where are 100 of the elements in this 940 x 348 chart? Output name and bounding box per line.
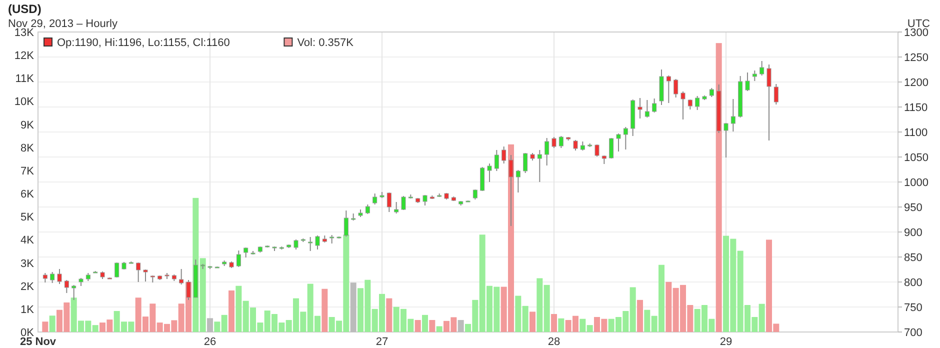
bar: [386, 298, 392, 332]
x-tick-label: 25 Nov: [20, 336, 57, 348]
y-tick-label: 12K: [14, 50, 35, 62]
y-tick-label: 4K: [20, 234, 35, 247]
y2-tick-label: 700: [904, 327, 922, 339]
candlestick: [724, 122, 728, 158]
candlestick: [236, 250, 241, 268]
candlestick: [695, 96, 700, 110]
candlestick: [472, 189, 478, 200]
candlestick: [552, 136, 556, 148]
bar: [350, 282, 356, 332]
candlestick: [386, 192, 392, 212]
bar: [458, 320, 464, 332]
legend-label: Vol: 0.357K: [297, 37, 354, 49]
candlestick: [294, 239, 298, 250]
candlestick: [609, 138, 614, 159]
bar: [558, 318, 564, 332]
candlestick: [680, 91, 686, 120]
candlestick: [766, 64, 772, 141]
candlestick: [42, 272, 48, 283]
candlestick: [143, 269, 148, 282]
candlestick: [537, 150, 542, 182]
candlestick: [394, 202, 399, 214]
x-tick-label: 26: [204, 336, 216, 348]
candlestick: [372, 193, 378, 205]
candlestick: [730, 98, 736, 132]
candlestick: [674, 78, 678, 98]
bar: [42, 322, 48, 332]
y2-tick-label: 1150: [904, 102, 928, 114]
y2-tick-label: 900: [904, 227, 922, 239]
candlestick: [244, 247, 248, 258]
candlestick: [365, 204, 370, 214]
bar: [429, 320, 436, 332]
x-tick-label: 29: [720, 336, 732, 348]
candlestick: [114, 262, 120, 278]
y2-tick-label: 750: [904, 302, 922, 314]
candlestick: [480, 166, 485, 192]
candlestick: [487, 163, 492, 182]
y-tick-label: 9K: [20, 119, 35, 132]
candlestick: [745, 72, 750, 92]
candlestick: [558, 136, 564, 148]
bar: [322, 288, 328, 332]
y-tick-label: 1K: [20, 304, 35, 316]
candlestick: [666, 75, 671, 104]
candlestick: [50, 272, 55, 284]
candlestick: [315, 235, 320, 250]
candlestick: [760, 60, 764, 76]
bar: [551, 314, 557, 332]
bar: [207, 318, 213, 332]
candlestick: [136, 262, 141, 282]
y2-tick-label: 1250: [904, 52, 928, 64]
y-tick-label: 10K: [14, 96, 35, 108]
y2-tick-label: 950: [904, 202, 922, 214]
bar: [716, 43, 722, 332]
candlestick: [516, 170, 520, 193]
y-tick-label: 5K: [20, 212, 35, 224]
candlestick: [502, 146, 506, 164]
candlestick: [652, 98, 657, 113]
y2-tick-label: 1050: [904, 152, 928, 164]
y-tick-label: 8K: [20, 142, 35, 154]
candlestick: [774, 84, 778, 105]
candlestick: [422, 194, 428, 206]
chart-title: (USD): [8, 2, 42, 16]
bar: [530, 312, 536, 332]
bar: [436, 326, 442, 332]
candlestick: [544, 138, 550, 166]
bar: [414, 320, 421, 332]
bar: [49, 316, 56, 332]
y2-tick-label: 800: [904, 277, 922, 289]
candlestick: [179, 268, 184, 285]
y-tick-label: 3K: [20, 258, 35, 270]
legend-label: Op:1190, Hi:1196, Lo:1155, Cl:1160: [57, 37, 230, 49]
y-tick-label: 2K: [20, 280, 35, 293]
candlestick: [638, 98, 642, 119]
y2-tick-label: 1000: [904, 177, 928, 189]
candlestick: [616, 133, 621, 152]
y-tick-label: 13K: [14, 27, 35, 39]
candlestick: [644, 100, 650, 118]
candlestick: [308, 236, 313, 252]
bar: [637, 300, 643, 332]
candlestick: [401, 196, 406, 210]
y2-tick-label: 850: [904, 252, 922, 264]
candlestick: [64, 280, 69, 294]
y-tick-label: 11K: [15, 73, 35, 86]
y2-tick-label: 1100: [904, 127, 928, 139]
candlestick: [623, 126, 628, 150]
x-tick-label: 27: [376, 336, 388, 348]
candlestick: [494, 150, 499, 172]
x-tick-label: 28: [548, 336, 560, 348]
candlestick: [344, 210, 348, 237]
y2-tick-label: 1300: [904, 27, 928, 39]
candlestick: [594, 144, 600, 157]
candlestick: [57, 268, 62, 284]
y-tick-label: 6K: [20, 188, 35, 201]
y-tick-label: 7K: [20, 165, 35, 178]
candlestick: [688, 99, 692, 110]
candlestick: [752, 70, 757, 82]
bar: [422, 314, 428, 332]
candlestick: [573, 140, 578, 151]
y2-tick-label: 1200: [904, 77, 928, 89]
